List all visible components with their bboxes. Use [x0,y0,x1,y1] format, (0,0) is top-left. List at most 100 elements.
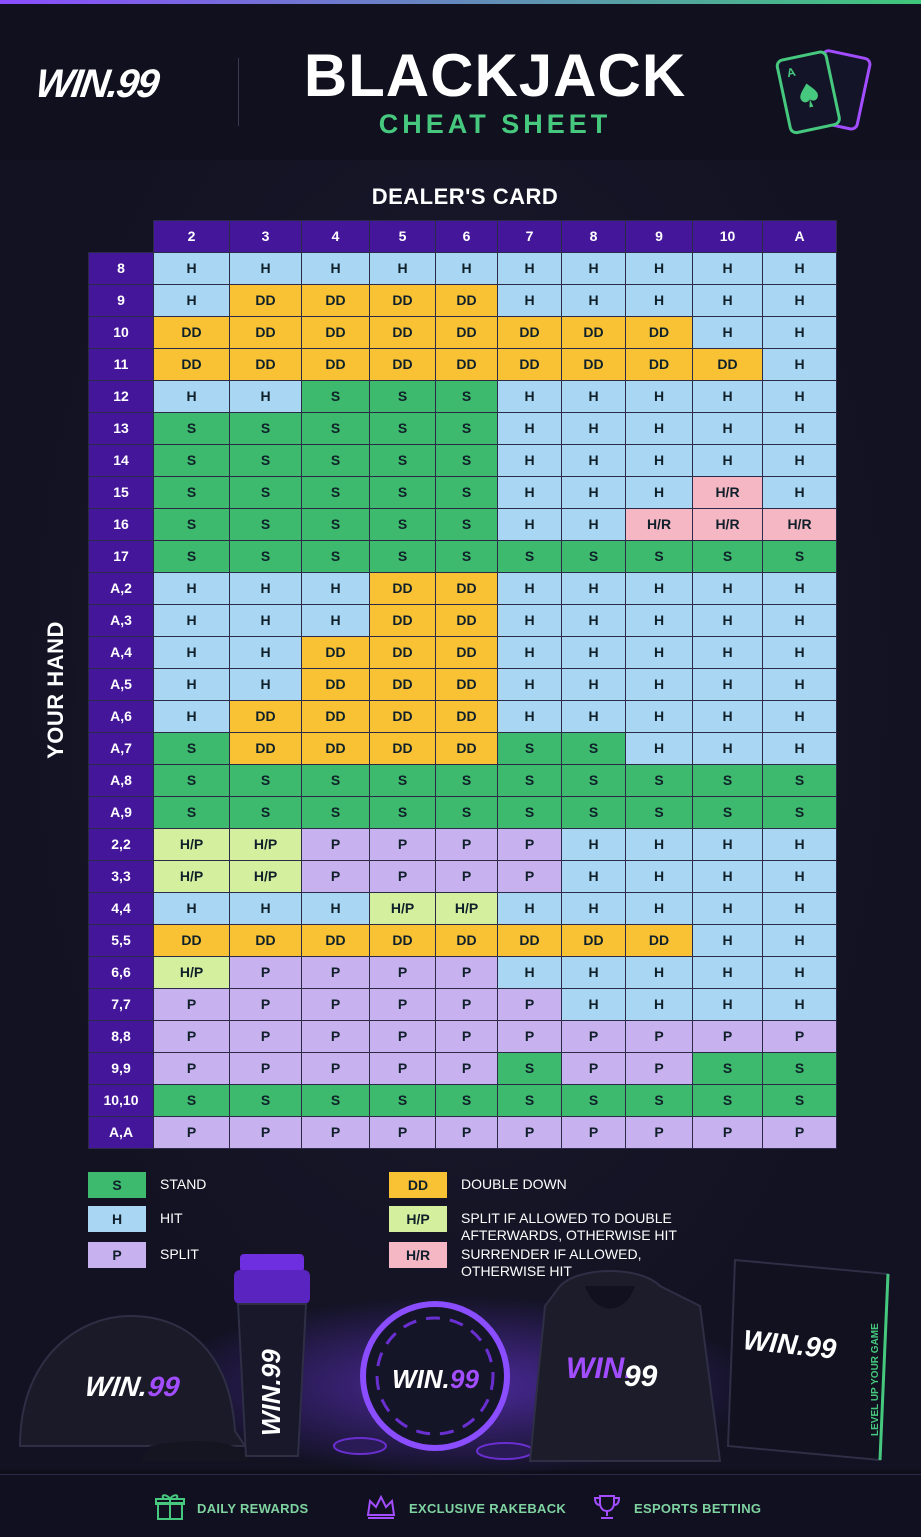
strategy-cell: H [561,251,626,285]
player-hand-label: 6,6 [88,955,154,989]
dealer-card-header: 6 [435,220,498,253]
strategy-cell: P [435,827,498,861]
strategy-cell: DD [497,315,562,349]
strategy-cell: P [369,827,436,861]
strategy-cell: DD [435,603,498,637]
strategy-cell: H [762,667,837,701]
strategy-cell: S [625,1083,693,1117]
strategy-cell: P [229,1115,302,1149]
strategy-cell: DD [369,603,436,637]
page-title: BLACKJACK [303,42,687,109]
strategy-cell: S [497,795,562,829]
strategy-cell: S [435,507,498,541]
table-row: 10 DD DD DD DD DD DD DD DD H H [88,315,837,349]
footer-feature[interactable]: EXCLUSIVE RAKEBACK [365,1493,566,1524]
strategy-cell: H [561,987,626,1021]
strategy-cell: H [625,955,693,989]
footer-feature[interactable]: ESPORTS BETTING [592,1493,761,1524]
table-corner [89,221,154,253]
strategy-cell: H [561,955,626,989]
strategy-cell: S [301,507,370,541]
strategy-cell: S [435,539,498,573]
strategy-cell: H/P [229,827,302,861]
strategy-cell: S [301,539,370,573]
strategy-cell: DD [497,347,562,381]
strategy-cell: S [153,443,230,477]
logo-win-text: WIN. [32,62,120,106]
strategy-cell: DD [301,283,370,317]
strategy-cell: S [625,763,693,797]
strategy-cell: DD [435,731,498,765]
player-hand-label: A,4 [88,635,154,669]
player-hand-label: A,A [88,1115,154,1149]
strategy-cell: H [301,571,370,605]
strategy-cell: H/P [229,859,302,893]
strategy-cell: P [369,987,436,1021]
strategy-cell: S [301,763,370,797]
table-row: 15 S S S S S H H H H/R H [88,475,837,509]
footer-feature-label: DAILY REWARDS [197,1501,309,1516]
strategy-cell: DD [229,923,302,957]
svg-text:99: 99 [146,1371,182,1402]
strategy-cell: H [369,251,436,285]
strategy-cell: P [435,987,498,1021]
strategy-cell: H [561,571,626,605]
table-row: A,5 H H DD DD DD H H H H H [88,667,837,701]
strategy-cell: S [497,1051,562,1085]
strategy-cell: H [153,635,230,669]
strategy-cell: S [369,379,436,413]
strategy-cell: DD [229,283,302,317]
strategy-cell: P [625,1019,693,1053]
strategy-cell: P [762,1115,837,1149]
strategy-cell: H [762,603,837,637]
table-row: 13 S S S S S H H H H H [88,411,837,445]
strategy-cell: H [762,635,837,669]
footer-feature[interactable]: DAILY REWARDS [155,1493,309,1524]
table-row: A,9 S S S S S S S S S S [88,795,837,829]
strategy-cell: S [435,379,498,413]
legend-chip: P [88,1242,146,1268]
strategy-cell: H [625,411,693,445]
strategy-cell: H [229,635,302,669]
strategy-cell: DD [435,635,498,669]
strategy-cell: P [369,1019,436,1053]
strategy-cell: DD [229,347,302,381]
strategy-cell: H [625,251,693,285]
svg-text:LEVEL UP YOUR GAME: LEVEL UP YOUR GAME [870,1323,881,1436]
strategy-cell: H [561,603,626,637]
strategy-cell: H [692,411,763,445]
strategy-cell: DD [692,347,763,381]
strategy-cell: H [692,283,763,317]
brand-logo[interactable]: WIN.99 [32,56,200,112]
strategy-cell: P [153,1019,230,1053]
strategy-cell: P [497,859,562,893]
strategy-cell: H/P [369,891,436,925]
legend-item: H/R SURRENDER IF ALLOWED, OTHERWISE HIT [389,1242,691,1280]
strategy-cell: H [561,699,626,733]
strategy-cell: H [625,891,693,925]
legend-text: SPLIT [160,1246,199,1262]
strategy-cell: H [153,379,230,413]
strategy-cell: DD [301,923,370,957]
legend-text: STAND [160,1176,207,1192]
svg-text:WIN.: WIN. [392,1364,450,1394]
strategy-cell: S [153,507,230,541]
strategy-cell: H/P [153,827,230,861]
svg-text:WIN.99: WIN.99 [256,1349,286,1436]
dealer-card-header: 10 [692,220,763,253]
strategy-cell: S [435,475,498,509]
strategy-cell: S [561,731,626,765]
table-row: A,2 H H H DD DD H H H H H [88,571,837,605]
strategy-cell: H [625,731,693,765]
strategy-cell: H [153,283,230,317]
strategy-cell: H [561,443,626,477]
strategy-cell: H [229,667,302,701]
strategy-cell: S [369,1083,436,1117]
player-hand-label: 9 [88,283,154,317]
table-row: A,A P P P P P P P P P P [88,1115,837,1149]
crown-icon [365,1493,397,1524]
legend-text: DOUBLE DOWN [461,1176,567,1192]
playing-cards-icon: A [775,49,872,135]
strategy-cell: P [435,1115,498,1149]
